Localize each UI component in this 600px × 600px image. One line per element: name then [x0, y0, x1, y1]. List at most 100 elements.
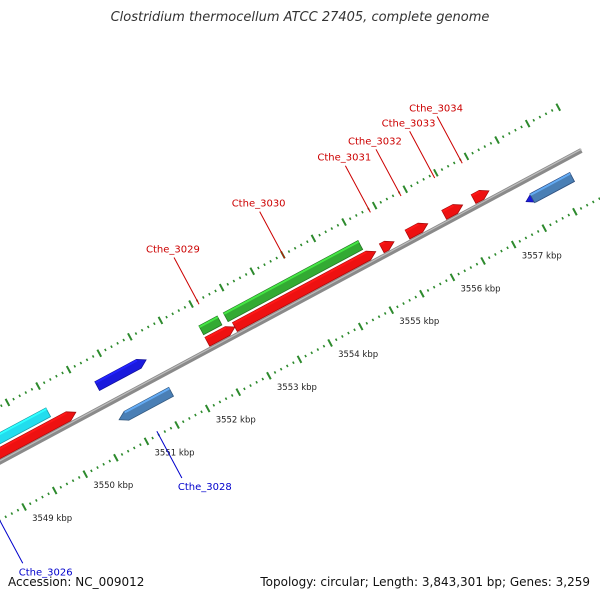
gene-feature-highlight — [198, 316, 219, 328]
inner-tick — [194, 413, 197, 417]
inner-tick — [506, 246, 509, 250]
gene-feature-highlight — [124, 387, 170, 414]
outer-tick — [318, 233, 321, 237]
outer-tick — [24, 391, 28, 395]
outer-tick — [520, 125, 523, 129]
inner-tick — [432, 285, 436, 289]
inner-tick — [96, 466, 99, 470]
outer-tick — [550, 109, 554, 112]
inner-tick — [71, 479, 75, 483]
gene-feature — [529, 172, 575, 204]
inner-tick — [463, 269, 467, 273]
label-leader — [436, 116, 463, 164]
inner-tick — [243, 387, 246, 391]
gene-label: Cthe_3026 — [19, 567, 73, 578]
outer-tick — [428, 174, 432, 178]
inner-tick — [77, 475, 81, 479]
outer-tick — [49, 378, 52, 381]
inner-tick — [266, 371, 272, 380]
inner-tick — [419, 289, 425, 298]
inner-tick — [285, 364, 289, 368]
outer-tick — [18, 394, 21, 398]
gene-feature-highlight — [94, 359, 138, 384]
inner-tick — [255, 380, 258, 384]
outer-tick — [489, 141, 493, 145]
inner-tick — [188, 416, 191, 420]
inner-tick — [249, 384, 252, 388]
inner-tick — [102, 462, 105, 466]
inner-tick — [585, 203, 589, 207]
gene-label: Cthe_3033 — [382, 118, 436, 129]
outer-tick — [446, 164, 450, 168]
inner-tick — [475, 262, 479, 266]
inner-tick — [334, 338, 338, 342]
gene-label: Cthe_3032 — [348, 136, 402, 147]
inner-tick — [408, 298, 411, 302]
outer-tick — [440, 168, 444, 171]
scale-label: 3550 kbp — [93, 481, 133, 491]
outer-tick — [244, 273, 248, 276]
gene-label: Cthe_3031 — [317, 153, 371, 164]
inner-tick — [322, 344, 326, 348]
inner-tick — [341, 334, 344, 338]
inner-tick — [16, 508, 20, 512]
gene-label: Cthe_3030 — [232, 199, 286, 210]
outer-tick — [391, 194, 395, 198]
inner-tick — [82, 470, 89, 479]
outer-tick — [348, 217, 352, 221]
outer-tick — [402, 185, 409, 194]
gene-feature — [222, 240, 364, 323]
inner-tick — [536, 229, 540, 233]
outer-tick — [177, 309, 181, 313]
inner-tick — [310, 351, 314, 355]
gene-feature-highlight — [205, 326, 227, 340]
label-leader — [344, 165, 371, 213]
outer-tick — [4, 398, 11, 407]
inner-tick — [414, 295, 418, 299]
outer-tick — [371, 201, 378, 210]
inner-tick — [383, 311, 387, 315]
inner-tick — [494, 252, 497, 256]
outer-tick — [452, 161, 456, 165]
scale-label: 3555 kbp — [399, 317, 439, 327]
gene-label: Cthe_3028 — [178, 482, 232, 493]
outer-tick — [127, 332, 133, 341]
outer-tick — [232, 279, 236, 283]
inner-tick — [449, 273, 456, 282]
gene-feature-highlight — [0, 408, 47, 435]
outer-tick — [416, 181, 419, 185]
outer-tick — [214, 289, 217, 293]
outer-tick — [544, 112, 548, 116]
inner-tick — [365, 321, 369, 325]
scale-label: 3551 kbp — [154, 448, 194, 458]
inner-tick — [35, 498, 38, 502]
gene-label: Cthe_3034 — [409, 104, 463, 115]
outer-tick — [157, 316, 164, 325]
outer-tick — [30, 387, 34, 391]
gene-feature — [0, 407, 52, 445]
inner-tick — [296, 355, 303, 364]
gene-feature-highlight — [232, 251, 367, 325]
outer-tick — [483, 145, 487, 149]
inner-tick — [561, 216, 564, 220]
inner-tick — [113, 453, 119, 462]
inner-tick — [132, 446, 136, 450]
scale-labels: 3549 kbp 3550 kbp 3551 kbp 3552 kbp 3553 kbp… — [32, 252, 562, 524]
inner-tick — [549, 223, 552, 227]
gene-feature — [94, 358, 147, 392]
inner-tick — [377, 315, 381, 319]
outer-tick — [0, 404, 3, 408]
outer-tick — [410, 184, 413, 188]
outer-tick — [55, 374, 58, 378]
outer-tick — [324, 230, 327, 234]
outer-tick — [65, 365, 72, 374]
scale-label: 3549 kbp — [32, 514, 72, 524]
outer-tick — [110, 345, 113, 349]
inner-tick — [218, 400, 222, 404]
inner-tick — [347, 331, 350, 335]
outer-tick — [379, 200, 383, 204]
inner-tick — [90, 469, 93, 473]
outer-tick — [269, 259, 272, 263]
genome-summary: Topology: circular; Length: 3,843,301 bp… — [260, 575, 590, 589]
gene-feature-highlight — [379, 241, 386, 246]
